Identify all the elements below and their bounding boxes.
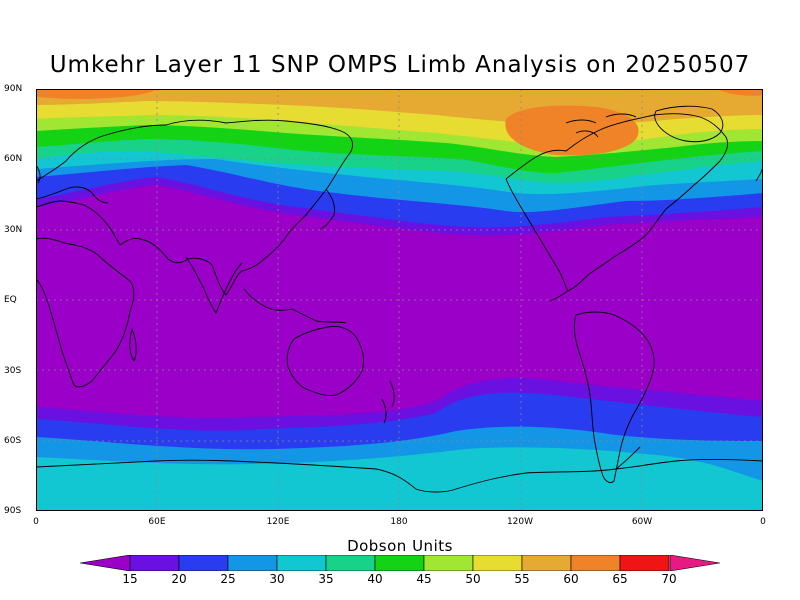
coast-japan: [319, 188, 335, 230]
coast-antarctica: [36, 459, 763, 493]
colorbar-cell: [276, 555, 327, 571]
colorbar-low-arrow: [80, 555, 131, 571]
lat-label-90n: 90N: [4, 84, 23, 94]
graticule: [36, 89, 763, 511]
colorbar-label-25: 25: [220, 572, 236, 586]
colorbar-cells: [129, 555, 670, 571]
coast-india: [185, 256, 243, 314]
coast-greenland: [654, 105, 724, 143]
ozone-map: [36, 89, 763, 511]
coast-arctic-islands: [565, 113, 637, 138]
lon-label-60e: 60E: [148, 517, 166, 527]
south-band-35: [36, 447, 763, 511]
ozone-map-svg: [36, 89, 763, 511]
map-title: Umkehr Layer 11 SNP OMPS Limb Analysis o…: [49, 52, 751, 78]
coastlines: [36, 105, 763, 493]
colorbar-label-70: 70: [661, 572, 677, 586]
lat-label-eq: EQ: [4, 295, 17, 305]
colorbar-label-45: 45: [416, 572, 432, 586]
map-frame: [36, 89, 763, 511]
colorbar-title: Dobson Units: [347, 537, 453, 555]
lat-label-60s: 60S: [4, 436, 22, 446]
colorbar-cell: [374, 555, 425, 571]
lat-label-30s: 30S: [4, 366, 22, 376]
colorbar-cell: [178, 555, 229, 571]
colorbar-label-50: 50: [465, 572, 481, 586]
colorbar-label-35: 35: [318, 572, 334, 586]
coast-europe: [36, 186, 109, 204]
colorbar-cell: [325, 555, 376, 571]
coast-indonesia: [243, 288, 347, 324]
north-pole-band-65: [36, 89, 156, 99]
colorbar-cell: [129, 555, 180, 571]
colorbar-high-arrow: [669, 555, 721, 571]
coast-north-america-west: [505, 178, 569, 292]
colorbar-label-30: 30: [269, 572, 285, 586]
colorbar-cell: [423, 555, 474, 571]
colorbar: [80, 555, 721, 571]
lon-label-120e: 120E: [266, 517, 290, 527]
coast-africa: [36, 237, 135, 388]
lat-label-60n: 60N: [4, 154, 23, 164]
coast-madagascar: [129, 328, 137, 362]
lon-label-60w: 60W: [631, 517, 653, 527]
colorbar-label-55: 55: [514, 572, 530, 586]
lon-label-120w: 120W: [506, 517, 534, 527]
colorbar-cell: [521, 555, 572, 571]
colorbar-cell: [472, 555, 523, 571]
colorbar-label-60: 60: [563, 572, 579, 586]
coast-north-america: [505, 113, 729, 302]
colorbar-label-40: 40: [367, 572, 383, 586]
lon-label-0-left: 0: [33, 517, 39, 527]
north-pole-band-65b: [716, 89, 763, 96]
coast-south-america: [573, 311, 655, 484]
colorbar-label-15: 15: [122, 572, 138, 586]
lat-label-30n: 30N: [4, 225, 23, 235]
coast-antarctic-peninsula: [615, 446, 641, 470]
colorbar-cell: [570, 555, 621, 571]
colorbar-label-20: 20: [171, 572, 187, 586]
coast-eurasia: [36, 119, 353, 296]
colorbar-label-65: 65: [612, 572, 628, 586]
lon-label-0-right: 0: [760, 517, 766, 527]
lon-label-180: 180: [390, 517, 408, 527]
lat-label-90s: 90S: [4, 506, 22, 516]
colorbar-cell: [619, 555, 670, 571]
north-band-65: [505, 105, 639, 156]
coast-new-zealand: [381, 380, 395, 424]
colorbar-cell: [227, 555, 278, 571]
coast-australia: [286, 326, 365, 396]
